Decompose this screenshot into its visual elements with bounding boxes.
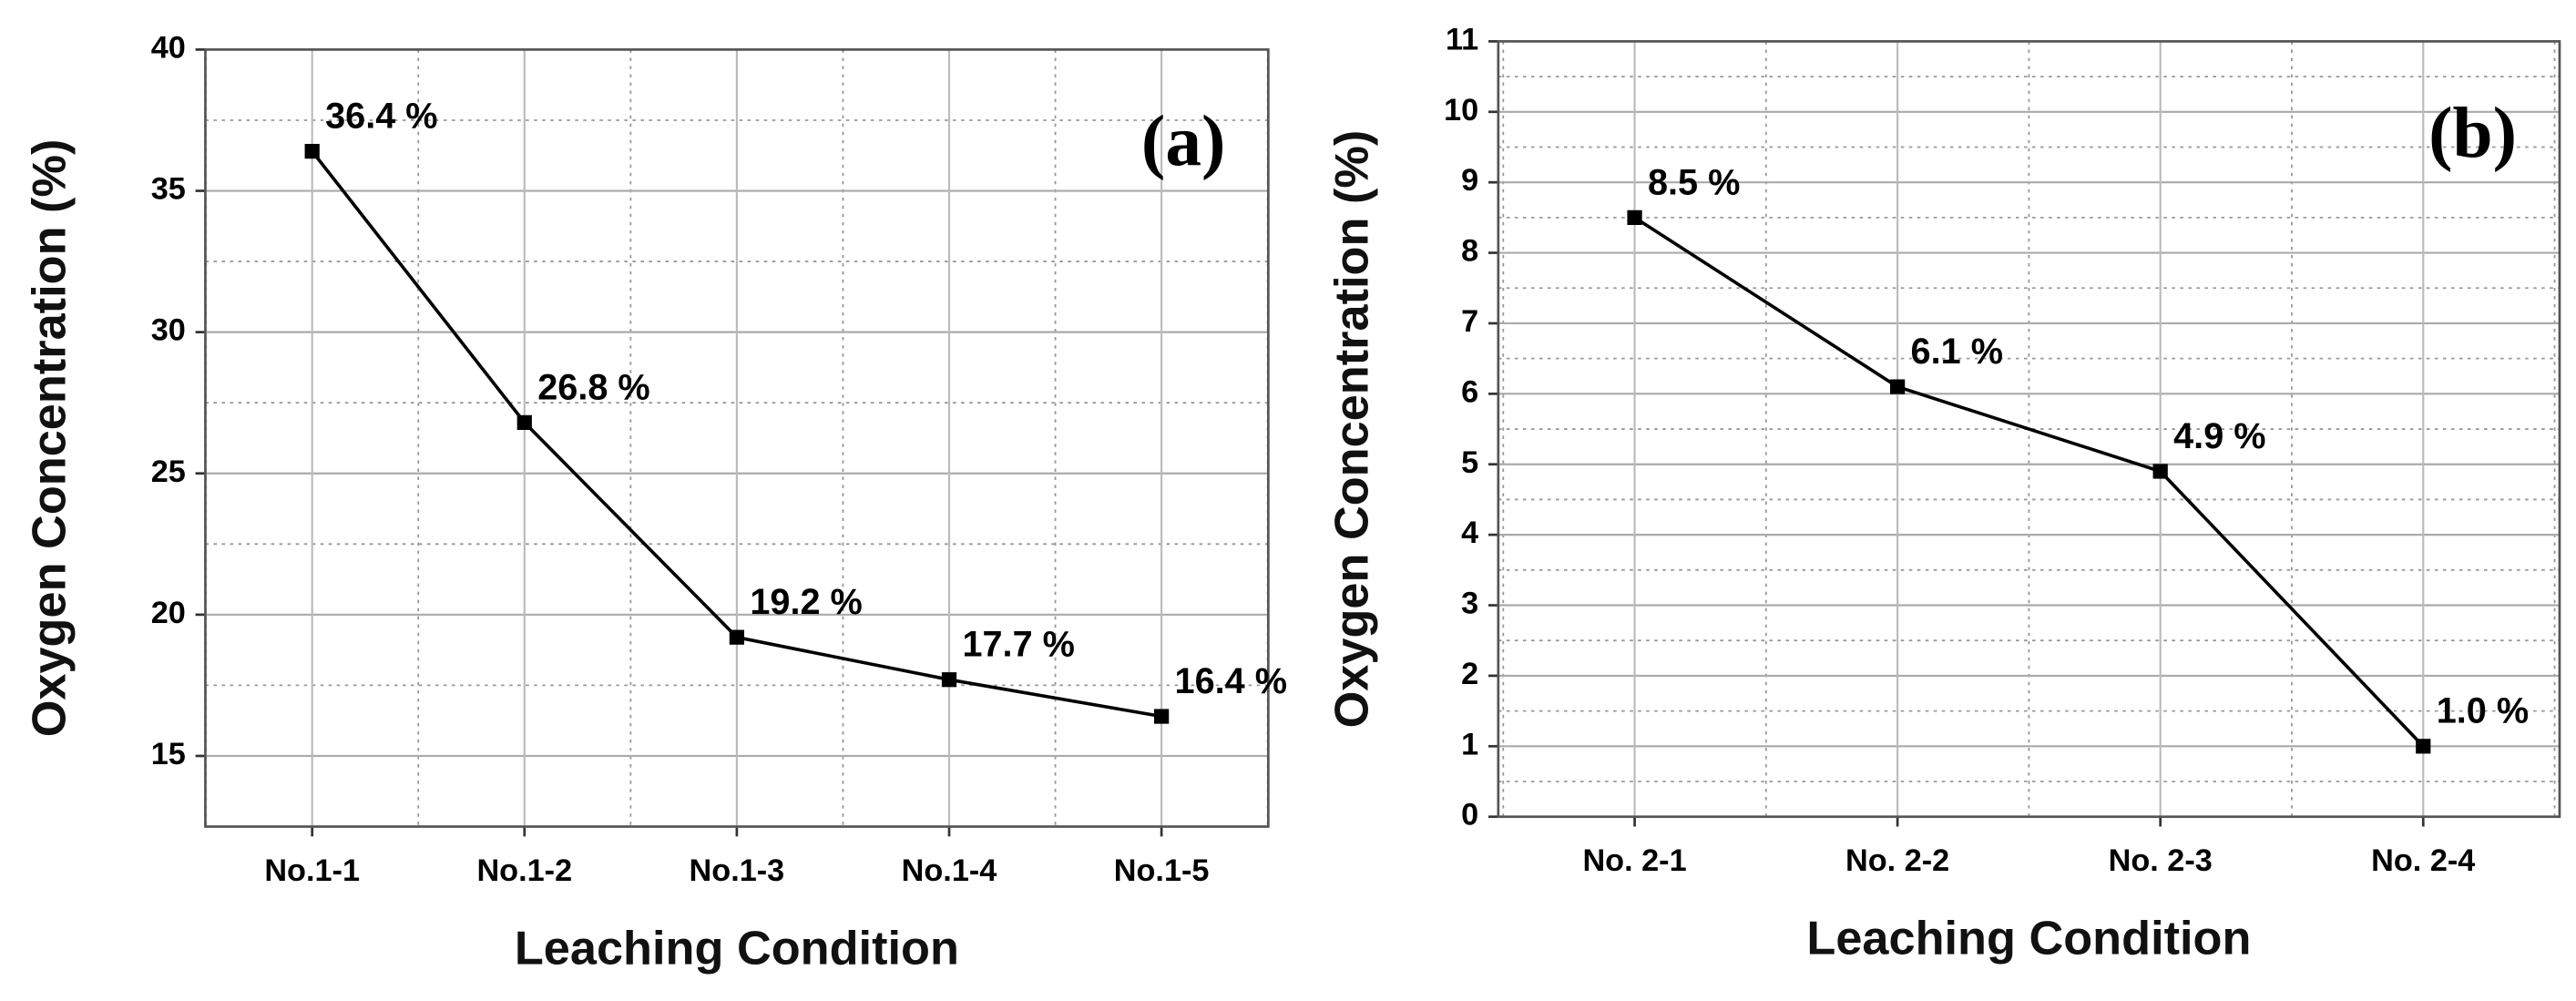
data-label: 19.2 % xyxy=(750,582,862,622)
y-tick-label: 40 xyxy=(151,30,186,65)
y-tick-label: 15 xyxy=(151,737,186,771)
data-point xyxy=(1890,379,1906,394)
y-tick-label: 11 xyxy=(1446,22,1478,56)
x-tick-label: No.1-5 xyxy=(1114,853,1210,888)
y-axis-title: Oxygen Concentration (%) xyxy=(1326,130,1379,729)
y-tick-label: 5 xyxy=(1461,445,1478,480)
plot-frame xyxy=(204,48,1270,828)
data-point xyxy=(516,414,532,431)
y-tick-label: 1 xyxy=(1461,727,1478,761)
data-point xyxy=(1154,709,1170,724)
x-tick-label: No.1-1 xyxy=(264,853,360,888)
y-tick-label: 9 xyxy=(1461,163,1478,198)
data-label: 8.5 % xyxy=(1648,162,1740,202)
y-tick-label: 8 xyxy=(1461,234,1478,269)
data-label: 4.9 % xyxy=(2173,416,2265,456)
y-tick-label: 4 xyxy=(1461,516,1478,550)
y-tick-label: 30 xyxy=(151,313,186,348)
y-tick-label: 2 xyxy=(1461,657,1478,691)
data-point xyxy=(729,629,745,645)
x-tick-label: No. 2-1 xyxy=(1582,843,1686,878)
data-point xyxy=(941,672,957,688)
y-tick-label: 25 xyxy=(151,455,186,489)
x-tick-label: No.1-4 xyxy=(902,853,997,888)
x-axis-title: Leaching Condition xyxy=(1806,913,2251,965)
y-tick-label: 6 xyxy=(1461,374,1478,409)
y-tick-label: 3 xyxy=(1461,587,1478,621)
x-axis-title: Leaching Condition xyxy=(515,922,959,975)
x-tick-label: No. 2-3 xyxy=(2109,843,2213,878)
panel-label: (b) xyxy=(2428,93,2517,173)
y-tick-label: 20 xyxy=(151,596,186,630)
x-tick-label: No.1-2 xyxy=(476,853,572,888)
x-tick-label: No.1-3 xyxy=(690,853,785,888)
x-tick-label: No. 2-4 xyxy=(2371,843,2475,878)
panel-label: (a) xyxy=(1141,101,1226,181)
data-label: 16.4 % xyxy=(1175,661,1287,701)
y-tick-label: 0 xyxy=(1461,798,1478,832)
data-label: 1.0 % xyxy=(2437,691,2529,731)
data-point xyxy=(304,143,320,159)
data-label: 6.1 % xyxy=(1911,332,2003,372)
y-tick-label: 10 xyxy=(1444,93,1478,128)
y-axis-title: Oxygen Concentration (%) xyxy=(24,139,77,738)
y-tick-label: 35 xyxy=(151,172,186,207)
data-point xyxy=(2152,464,2168,479)
data-label: 26.8 % xyxy=(537,367,649,407)
data-label: 17.7 % xyxy=(962,625,1074,665)
data-label: 36.4 % xyxy=(325,97,437,137)
data-point xyxy=(1627,209,1642,225)
y-tick-label: 7 xyxy=(1461,304,1478,339)
x-tick-label: No. 2-2 xyxy=(1845,843,1949,878)
data-point xyxy=(2416,739,2431,754)
plot-frame xyxy=(1497,40,2561,819)
data-line xyxy=(1633,216,2425,748)
